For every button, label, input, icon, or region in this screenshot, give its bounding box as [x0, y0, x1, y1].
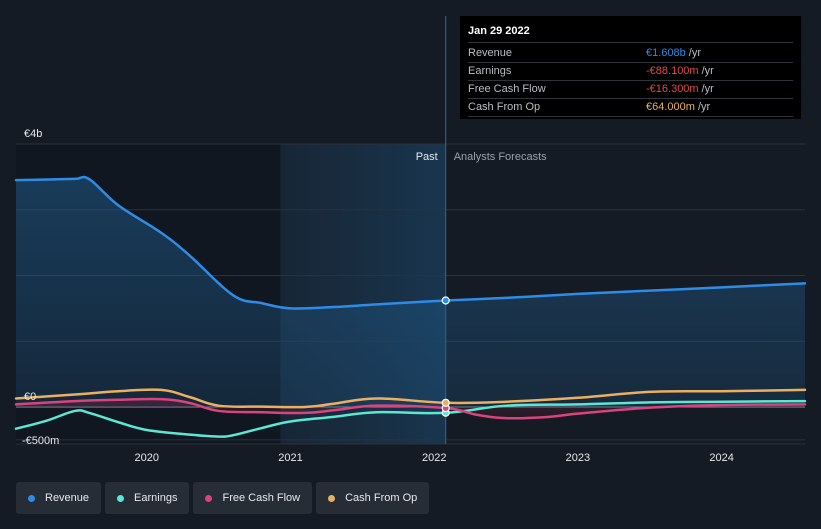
tooltip-date: Jan 29 2022 [468, 24, 793, 43]
earnings-line [14, 399, 807, 438]
tooltip-unit: /yr [701, 65, 714, 77]
legend-dot-icon [328, 494, 336, 502]
legend-item-revenue[interactable]: Revenue [16, 482, 102, 514]
legend-item-cash-from-op[interactable]: Cash From Op [316, 482, 430, 514]
tooltip-label: Cash From Op [468, 101, 541, 113]
tooltip-row-earnings: Earnings -€88.100m /yr [468, 63, 793, 81]
revenue-line [14, 175, 807, 310]
legend-dot-icon [205, 494, 213, 502]
revenue-area [16, 176, 805, 407]
legend-dot-icon [117, 494, 125, 502]
tooltip-label: Free Cash Flow [468, 83, 546, 95]
revenue-marker [441, 296, 450, 305]
past-label: Past [416, 151, 438, 163]
free-cash-flow-line [14, 397, 807, 420]
forecast-label: Analysts Forecasts [454, 151, 547, 163]
tooltip-value: €64.000m [646, 101, 695, 113]
legend-dot-icon [28, 494, 35, 502]
tooltip-value: €1.608b [646, 47, 686, 59]
legend-item-earnings[interactable]: Earnings [105, 482, 190, 514]
tooltip-row-revenue: Revenue €1.608b /yr [468, 45, 793, 63]
tooltip-unit: /yr [701, 83, 714, 95]
legend-label: Free Cash Flow [222, 492, 301, 504]
tooltip-unit: /yr [688, 47, 701, 59]
tooltip: Jan 29 2022 Revenue €1.608b /yr Earnings… [460, 16, 801, 119]
y-tick-label: €0 [24, 391, 36, 403]
x-tick-label: 2021 [278, 452, 302, 464]
cash-from-op-line [14, 388, 807, 409]
tooltip-row-cash-from-op: Cash From Op €64.000m /yr [468, 99, 793, 117]
tooltip-unit: /yr [697, 101, 711, 113]
y-tick-label: -€500m [22, 435, 59, 447]
tooltip-label: Earnings [468, 65, 512, 77]
legend-item-free-cash-flow[interactable]: Free Cash Flow [193, 482, 313, 514]
tooltip-label: Revenue [468, 47, 513, 59]
x-tick-label: 2022 [422, 452, 446, 464]
tooltip-row-free-cash-flow: Free Cash Flow -€16.300m /yr [468, 81, 793, 99]
legend: Revenue Earnings Free Cash Flow Cash Fro… [16, 482, 430, 514]
x-tick-label: 2024 [709, 452, 733, 464]
x-tick-label: 2020 [135, 452, 159, 464]
legend-label: Revenue [45, 492, 90, 504]
y-tick-label: €4b [24, 128, 42, 140]
tooltip-value: -€16.300m [646, 83, 699, 95]
legend-label: Earnings [134, 492, 178, 504]
tooltip-value: -€88.100m [646, 65, 699, 77]
x-tick-label: 2023 [566, 452, 590, 464]
legend-label: Cash From Op [345, 492, 418, 504]
cash-from-op-marker [441, 398, 450, 407]
